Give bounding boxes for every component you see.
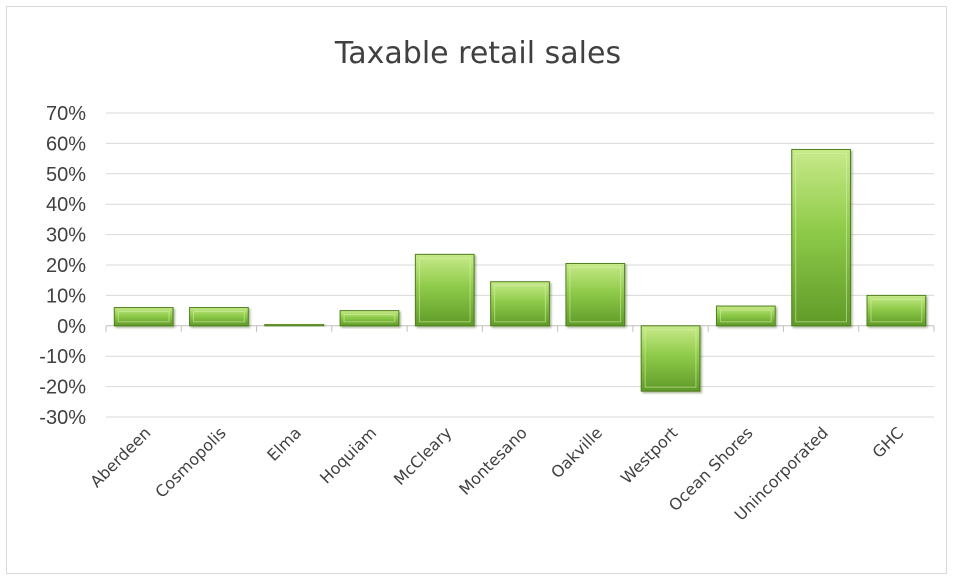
x-tick-label: Cosmopolis [151,423,229,501]
y-axis-ticks: 70% 60% 50% 40% 30% 20% 10% 0% -10% -20% -30% [39,103,86,429]
bar-westport [640,325,701,392]
y-tick-label: 20% [46,255,86,277]
x-tick-label: Oakville [547,423,606,482]
y-tick-label: 30% [46,225,86,247]
bar-bevel [343,314,396,323]
x-tick-label: Aberdeen [86,423,154,491]
y-tick-label: 50% [46,164,86,186]
x-tick-label: McCleary [390,423,456,489]
bar-ocean-shores [715,305,776,327]
bar-bevel [795,152,847,323]
bar-hoquiam [339,310,400,327]
y-tick-label: -30% [39,407,86,429]
bar-bevel [870,298,923,323]
x-tick-label: Westport [617,423,681,487]
bar-cosmopolis [189,307,249,327]
bar-bevel [644,329,697,388]
y-tick-label: -20% [39,377,86,399]
bar-elma [264,323,325,327]
chart-frame [6,6,947,574]
bar-unincorporated [791,148,851,327]
bar-mccleary [414,253,475,327]
y-tick-label: 70% [46,103,86,125]
bar [565,262,626,327]
bar-bevel [719,309,772,323]
bar [414,253,475,327]
x-tick-label: Hoquiam [316,423,380,487]
bar-bevel [569,266,622,323]
x-tick-label: GHC [869,423,908,462]
x-tick-label: Elma [263,423,305,465]
bar-bevel [117,311,170,323]
bar [339,310,400,327]
bar [791,148,851,327]
bar-oakville [565,262,626,327]
bar [715,305,776,327]
bars [113,148,927,392]
bar-ghc [866,294,927,327]
bar-bevel [494,285,546,323]
y-tick-label: 10% [46,285,86,307]
chart-title: Taxable retail sales [334,36,622,71]
bar [113,307,174,327]
y-tick-label: 40% [46,194,86,216]
y-tick-label: 60% [46,133,86,155]
bar-aberdeen [113,307,174,327]
bar [640,325,701,392]
bar-bevel [418,257,471,323]
bar-montesano [490,281,550,327]
bar [490,281,550,327]
y-tick-label: 0% [57,316,86,338]
bar-bevel [193,311,245,323]
x-tick-label: Montesano [455,423,531,499]
y-tick-label: -10% [39,346,86,368]
bar [866,294,927,327]
bar [264,323,325,327]
bar [189,307,249,327]
